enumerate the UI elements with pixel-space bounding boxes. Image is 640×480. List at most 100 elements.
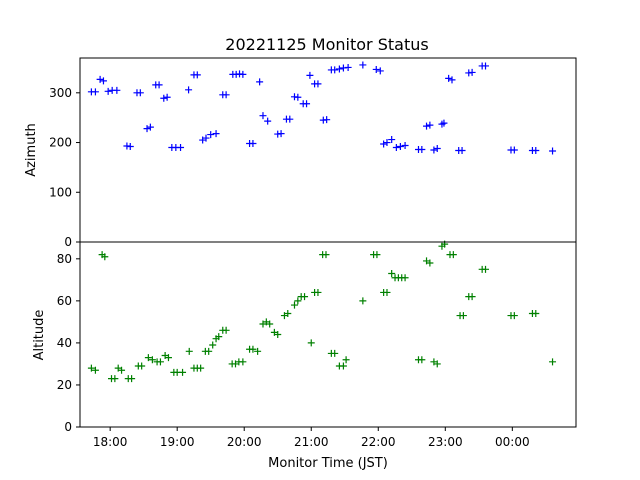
altitude-data-point	[284, 309, 292, 317]
azimuth-y-tick-label: 100	[49, 185, 72, 199]
azimuth-data-point	[430, 146, 438, 154]
azimuth-data-point	[359, 61, 367, 69]
altitude-data-point	[239, 358, 247, 366]
altitude-data-point	[87, 364, 95, 372]
azimuth-data-point	[388, 136, 396, 144]
azimuth-data-point	[401, 142, 409, 150]
altitude-y-tick-label: 20	[57, 378, 72, 392]
azimuth-data-point	[383, 139, 391, 147]
azimuth-data-point	[392, 144, 400, 152]
azimuth-data-point	[549, 147, 557, 155]
azimuth-data-point	[482, 62, 490, 70]
azimuth-data-point	[99, 77, 107, 85]
altitude-data-point	[339, 362, 347, 370]
azimuth-data-point	[202, 134, 210, 142]
azimuth-data-point	[256, 78, 264, 86]
altitude-data-point	[222, 326, 230, 334]
azimuth-data-point	[207, 131, 215, 139]
altitude-data-point	[185, 347, 193, 355]
azimuth-data-point	[96, 75, 104, 83]
azimuth-data-point	[126, 143, 134, 151]
azimuth-y-tick-label: 200	[49, 136, 72, 150]
azimuth-data-point	[448, 76, 456, 84]
altitude-data-point	[314, 288, 322, 296]
x-axis-label: Monitor Time (JST)	[268, 456, 388, 471]
azimuth-data-point	[177, 144, 185, 152]
altitude-data-point	[532, 309, 540, 317]
altitude-data-point	[164, 354, 172, 362]
azimuth-data-point	[426, 121, 434, 129]
azimuth-data-point	[193, 71, 201, 79]
x-tick-label: 20:00	[227, 435, 262, 449]
azimuth-y-tick-label: 300	[49, 86, 72, 100]
altitude-data-point	[510, 312, 518, 320]
altitude-data-point	[215, 333, 223, 341]
altitude-data-point	[388, 270, 396, 278]
altitude-data-point	[426, 259, 434, 267]
x-tick-label: 19:00	[160, 435, 195, 449]
azimuth-data-point	[418, 146, 426, 154]
altitude-data-point	[373, 251, 381, 259]
azimuth-data-point	[277, 130, 285, 138]
azimuth-y-ticks: 0 100 200 300	[49, 86, 80, 249]
altitude-data-point	[459, 312, 467, 320]
altitude-data-point	[205, 347, 213, 355]
altitude-data-point	[449, 251, 457, 259]
altitude-y-tick-label: 0	[64, 420, 72, 434]
altitude-data-point	[294, 297, 302, 305]
azimuth-data-point	[155, 81, 163, 89]
azimuth-data-point	[239, 70, 247, 78]
altitude-data-point	[274, 331, 282, 338]
altitude-data-point	[138, 362, 146, 370]
altitude-data-point	[359, 297, 367, 305]
x-tick-label: 18:00	[93, 435, 128, 449]
azimuth-data-point	[344, 63, 352, 71]
altitude-data-point	[401, 274, 409, 282]
altitude-data-point	[101, 253, 109, 261]
azimuth-data-point	[376, 67, 384, 75]
azimuth-data-point	[423, 122, 431, 130]
azimuth-data-point	[323, 116, 331, 124]
altitude-data-point	[482, 265, 490, 273]
altitude-y-tick-label: 80	[57, 252, 72, 266]
azimuth-data-point	[510, 146, 518, 154]
azimuth-data-point	[303, 100, 311, 108]
azimuth-data-point	[104, 87, 112, 95]
azimuth-data-point	[468, 68, 476, 76]
altitude-y-tick-label: 40	[57, 336, 72, 350]
x-tick-label: 21:00	[294, 435, 329, 449]
altitude-data-point	[144, 354, 152, 362]
azimuth-data-point	[445, 74, 453, 82]
azimuth-data-point	[433, 145, 441, 153]
altitude-data-point	[209, 341, 217, 349]
azimuth-data-point	[136, 89, 144, 97]
altitude-data-point	[418, 356, 426, 364]
x-tick-label: 00:00	[495, 435, 530, 449]
altitude-data-point	[290, 301, 298, 309]
altitude-data-point	[197, 364, 205, 372]
azimuth-data-point	[113, 86, 121, 94]
altitude-data-point	[111, 375, 119, 383]
altitude-data-point	[307, 339, 315, 347]
azimuth-data-point	[185, 86, 193, 94]
azimuth-data-point	[458, 146, 466, 154]
chart-title: 20221125 Monitor Status	[225, 35, 428, 54]
azimuth-data-point	[160, 94, 168, 102]
azimuth-points	[87, 61, 557, 155]
azimuth-data-point	[314, 80, 322, 88]
altitude-data-point	[342, 356, 350, 364]
altitude-data-point	[549, 358, 557, 366]
altitude-data-point	[249, 345, 257, 353]
azimuth-data-point	[91, 88, 99, 96]
altitude-panel: Altitude 0 20 40 60 80	[32, 240, 577, 434]
altitude-data-point	[301, 293, 309, 301]
altitude-data-point	[91, 366, 99, 374]
azimuth-data-point	[286, 115, 294, 123]
azimuth-data-point	[306, 71, 314, 79]
azimuth-data-point	[335, 65, 343, 73]
azimuth-data-point	[372, 65, 380, 73]
altitude-data-point	[148, 356, 156, 364]
azimuth-data-point	[440, 119, 448, 127]
